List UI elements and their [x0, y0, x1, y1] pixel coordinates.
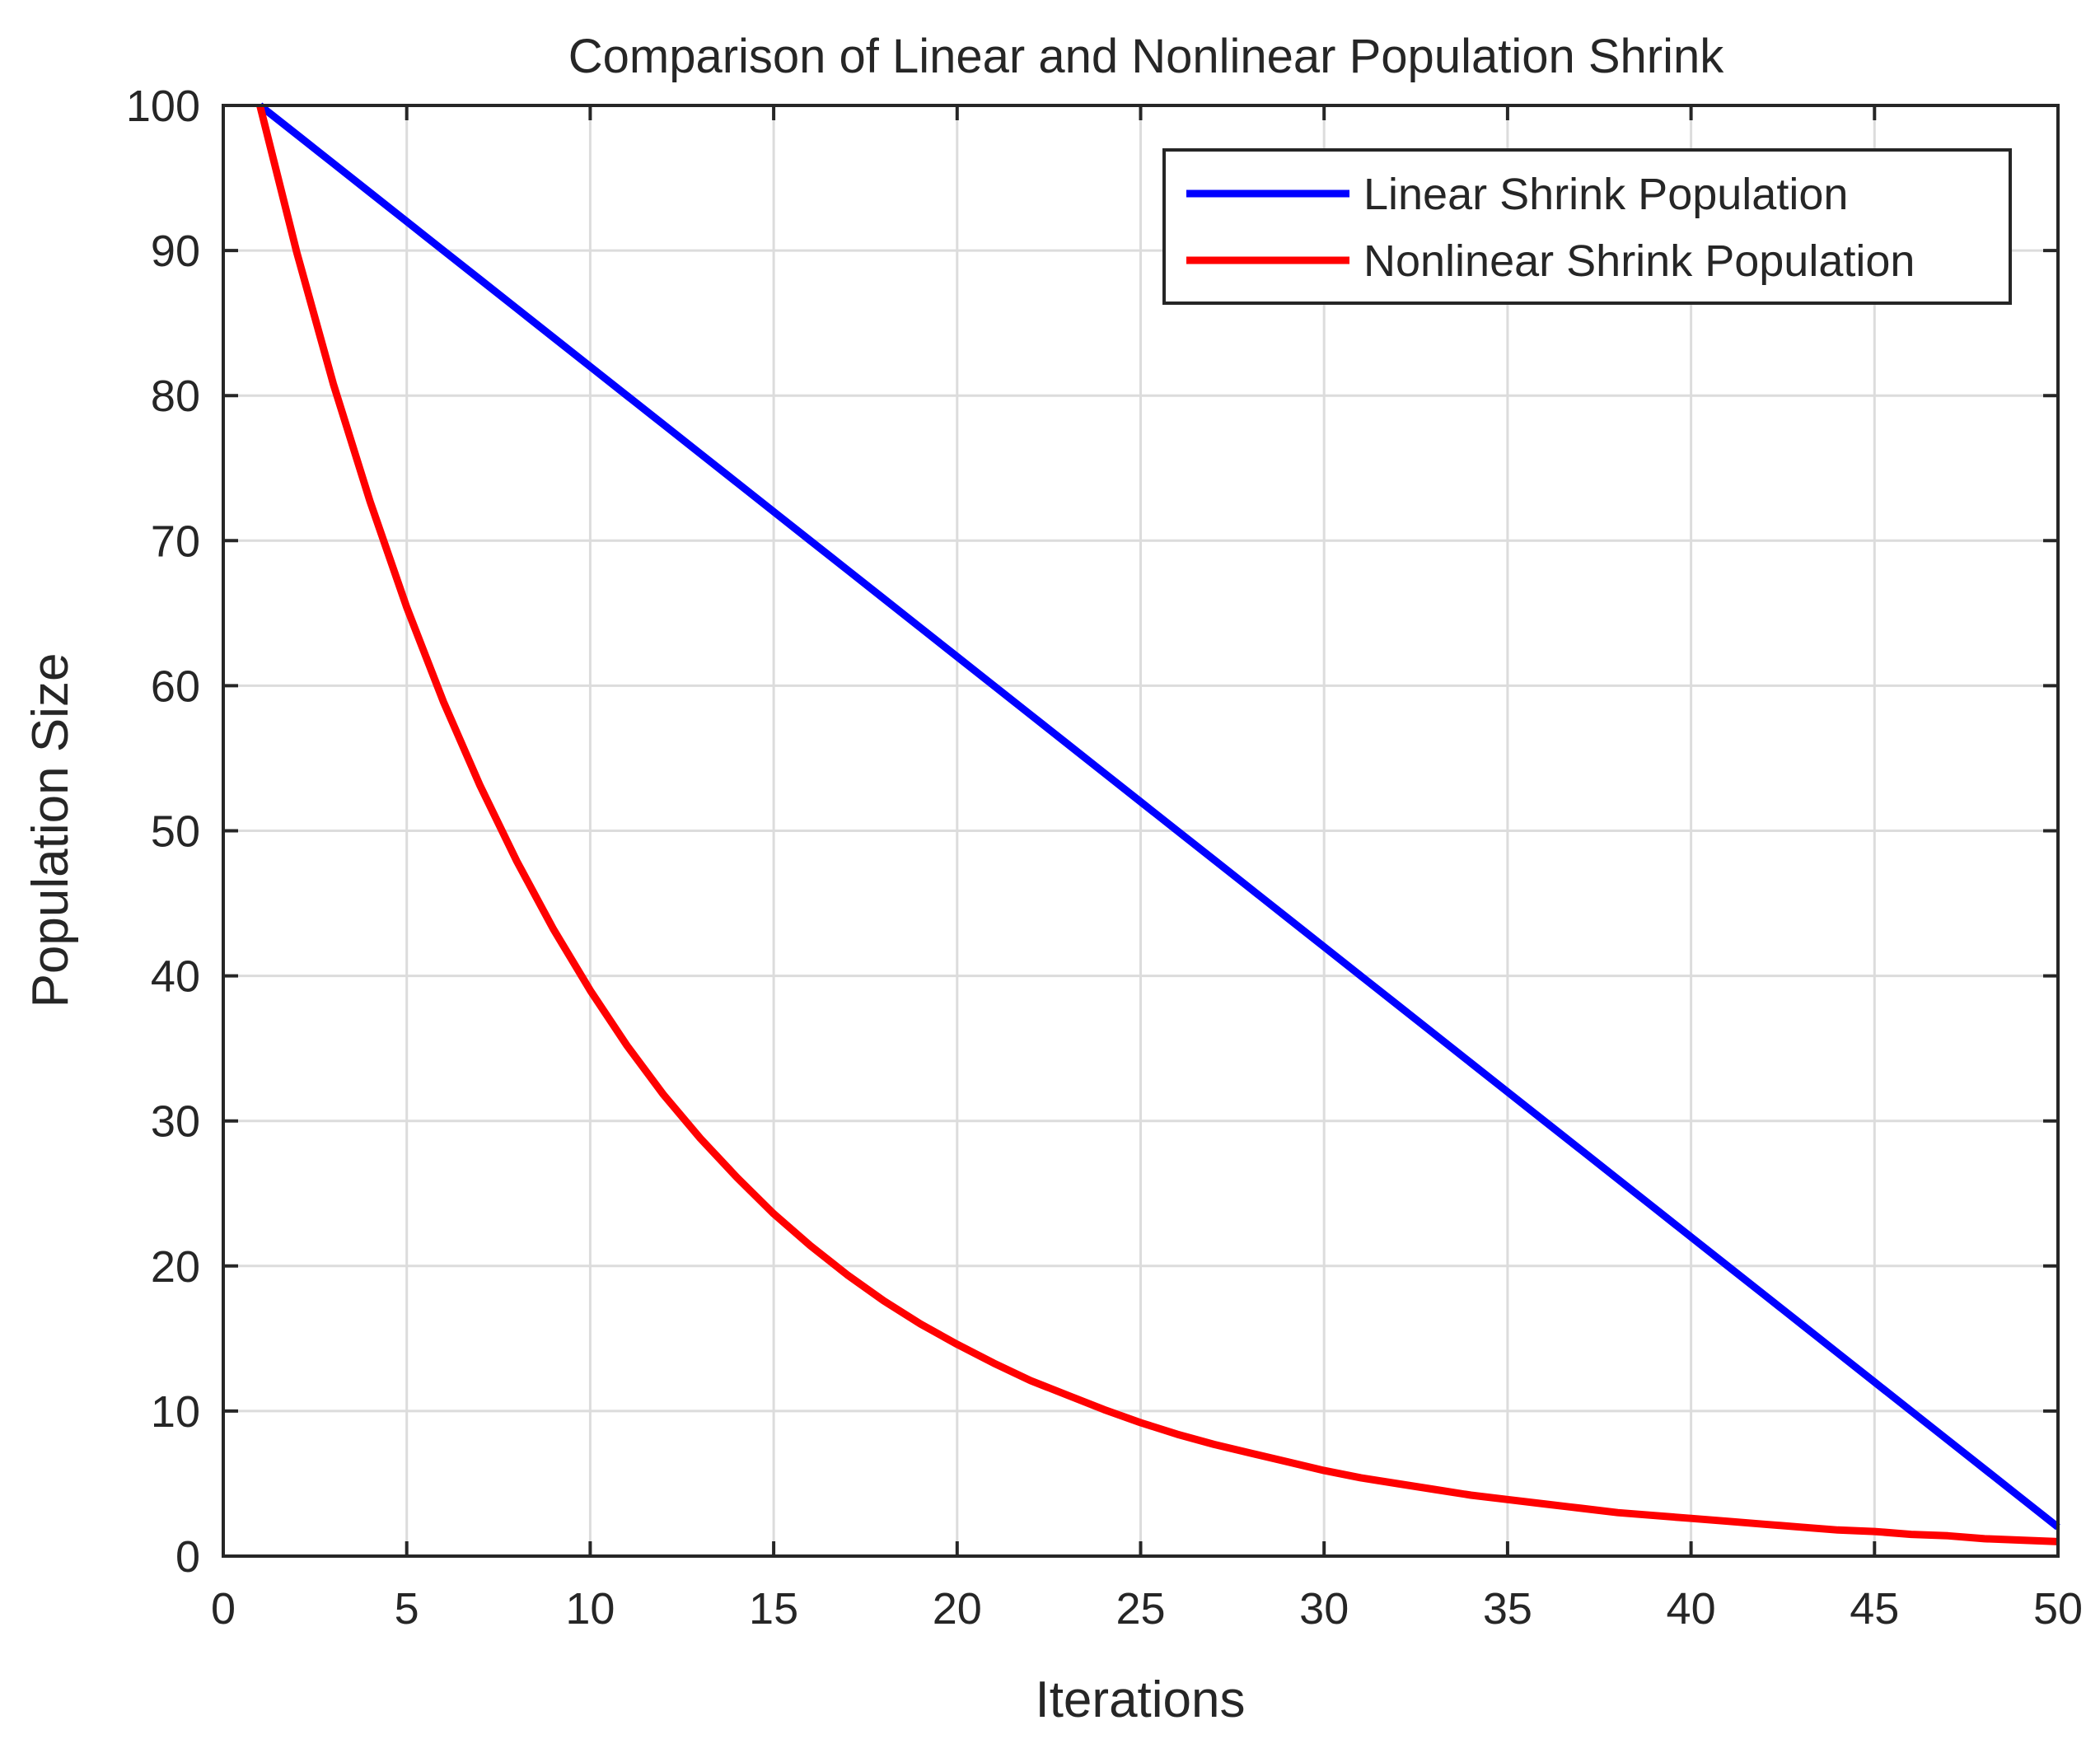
- x-axis-label: Iterations: [1035, 1671, 1245, 1728]
- y-tick-labels: 0 10 20 30 40 50 60 70 80 90 100: [126, 82, 200, 1582]
- y-tick-label: 20: [151, 1242, 200, 1292]
- y-tick-label: 90: [151, 227, 200, 276]
- x-tick-label: 5: [395, 1584, 419, 1634]
- legend-label-nonlinear: Nonlinear Shrink Population: [1363, 236, 1915, 286]
- x-tick-label: 10: [565, 1584, 615, 1634]
- grid-lines: [223, 105, 2058, 1556]
- y-tick-label: 70: [151, 517, 200, 566]
- y-tick-label: 0: [175, 1532, 200, 1582]
- y-tick-label: 40: [151, 952, 200, 1002]
- legend-label-linear: Linear Shrink Population: [1363, 170, 1848, 219]
- y-tick-label: 60: [151, 661, 200, 711]
- series-line-linear: [257, 102, 2060, 1531]
- series-line-nonlinear: [256, 104, 2059, 1545]
- legend: Linear Shrink Population Nonlinear Shrin…: [1162, 148, 2012, 305]
- x-tick-label: 45: [1850, 1584, 1899, 1634]
- y-tick-label: 80: [151, 372, 200, 421]
- x-tick-label: 15: [749, 1584, 798, 1634]
- x-tick-label: 35: [1483, 1584, 1532, 1634]
- chart-title: Comparison of Linear and Nonlinear Popul…: [568, 30, 1725, 83]
- y-tick-label: 30: [151, 1097, 200, 1147]
- y-tick-label: 10: [151, 1387, 200, 1437]
- legend-box: [1162, 148, 2012, 305]
- series-layer: [256, 102, 2060, 1545]
- x-tick-label: 30: [1299, 1584, 1349, 1634]
- x-tick-labels: 0 5 10 15 20 25 30 35 40 45 50: [211, 1584, 2083, 1634]
- x-tick-label: 0: [211, 1584, 236, 1634]
- tick-marks: [222, 104, 2060, 1558]
- y-axis-label: Population Size: [22, 653, 79, 1008]
- x-tick-label: 40: [1667, 1584, 1716, 1634]
- x-tick-label: 25: [1115, 1584, 1165, 1634]
- x-tick-label: 50: [2033, 1584, 2083, 1634]
- x-tick-label: 20: [933, 1584, 982, 1634]
- y-tick-label: 100: [126, 82, 200, 131]
- y-tick-label: 50: [151, 807, 200, 857]
